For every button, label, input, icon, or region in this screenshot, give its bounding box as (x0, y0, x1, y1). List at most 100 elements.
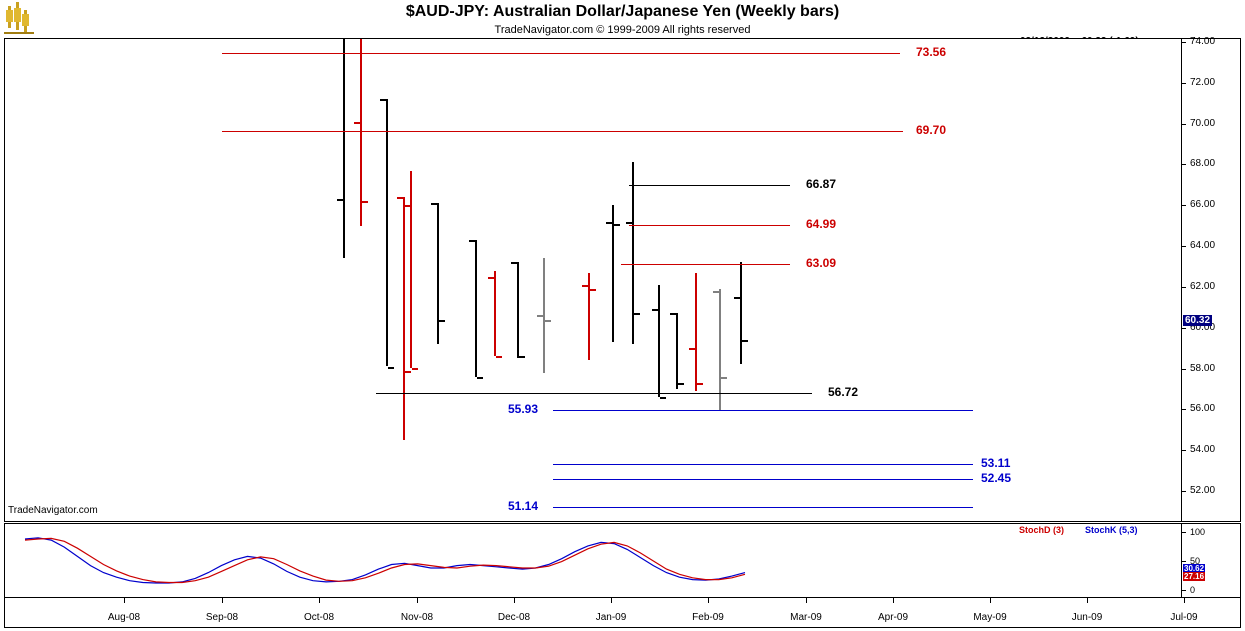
price-bar (652, 39, 666, 521)
bar-open-tick (734, 297, 740, 300)
price-level-label: 52.45 (981, 471, 1012, 485)
price-bar (713, 39, 727, 521)
x-axis-tick-label: Apr-09 (877, 612, 909, 623)
candlestick-logo-icon (4, 2, 34, 34)
y-axis-tick-mark (1182, 164, 1186, 166)
bar-open-tick (488, 276, 494, 279)
bar-close-tick (742, 339, 748, 342)
y-axis-tick-mark (1182, 368, 1186, 370)
x-axis-tick-mark (611, 598, 612, 603)
bar-range-wick (676, 313, 678, 389)
x-axis-tick-mark (990, 598, 991, 603)
bar-open-tick (469, 239, 475, 242)
price-bar (380, 39, 394, 521)
y-axis-tick-label: 54.00 (1190, 444, 1216, 456)
bar-close-tick (660, 397, 666, 400)
y-axis-tick-mark (1182, 409, 1186, 411)
x-axis-tick-mark (124, 598, 125, 603)
price-level-label: 53.11 (981, 456, 1011, 470)
x-axis-tick-label: Feb-09 (692, 612, 724, 623)
price-level-line (222, 53, 900, 54)
x-axis-tick-label: Oct-08 (303, 612, 335, 623)
y-axis-tick-mark (1182, 327, 1186, 329)
bar-close-tick (439, 319, 445, 322)
bar-open-tick (713, 290, 719, 293)
price-level-label: 63.09 (806, 256, 837, 270)
bar-open-tick (537, 315, 543, 318)
bar-close-tick (496, 356, 502, 359)
y-axis-tick-mark (1182, 246, 1186, 248)
indicator-series-line (24, 537, 746, 584)
x-axis-tick-mark (417, 598, 418, 603)
x-axis-tick-label: Mar-09 (790, 612, 822, 623)
x-axis-tick-mark (1087, 598, 1088, 603)
bar-open-tick (689, 348, 695, 351)
bar-range-wick (360, 39, 362, 226)
price-bar (511, 39, 525, 521)
price-bar (670, 39, 684, 521)
price-bar (354, 39, 368, 521)
price-bar (626, 39, 640, 521)
price-level-line (376, 393, 812, 394)
y-axis-tick-mark (1182, 205, 1186, 207)
bar-range-wick (437, 203, 439, 345)
y-axis-tick-label: 58.00 (1190, 362, 1216, 374)
bar-close-tick (721, 376, 727, 379)
bar-close-tick (362, 201, 368, 204)
indicator-value-tag-k: 30.62 (1183, 564, 1206, 573)
price-level-label: 73.56 (916, 45, 947, 59)
x-axis-tick-label: Aug-08 (107, 612, 141, 623)
x-axis-tick-label: May-09 (973, 612, 1007, 623)
bar-range-wick (475, 239, 477, 377)
y-axis-tick-label: 60.00 (1190, 321, 1216, 333)
bar-close-tick (405, 370, 411, 373)
x-axis-tick-mark (1184, 598, 1185, 603)
indicator-y-tick-mark (1182, 590, 1186, 591)
bar-open-tick (511, 262, 517, 265)
x-axis-tick-label: Sep-08 (205, 612, 239, 623)
y-axis-tick-label: 74.00 (1190, 36, 1216, 47)
bar-open-tick (337, 199, 343, 202)
bar-range-wick (403, 197, 405, 440)
price-bar (337, 39, 350, 521)
stochastic-lines (24, 537, 746, 584)
indicator-y-tick-mark (1182, 561, 1186, 562)
y-axis-tick-label: 56.00 (1190, 403, 1216, 415)
indicator-series-line (24, 537, 746, 584)
indicator-plot-area[interactable]: StochK (5,3) StochD (3) (5, 524, 1181, 597)
x-axis-tick-mark (708, 598, 709, 603)
price-level-label: 69.70 (916, 123, 947, 137)
bar-open-tick (354, 121, 360, 124)
price-level-label: 64.99 (806, 217, 837, 231)
bar-close-tick (634, 313, 640, 316)
price-level-label: 51.14 (508, 499, 539, 513)
y-axis-tick-label: 62.00 (1190, 280, 1216, 292)
price-bar (734, 39, 748, 521)
x-axis-tick-mark (806, 598, 807, 603)
price-bar (488, 39, 502, 521)
indicator-value-tag-d: 27.16 (1183, 572, 1206, 581)
indicator-pane-border (4, 523, 1241, 598)
price-pane-border (4, 38, 1241, 522)
x-axis-tick-label: Nov-08 (400, 612, 434, 623)
y-axis-tick-label: 64.00 (1190, 240, 1216, 252)
y-axis-tick-label: 70.00 (1190, 117, 1216, 129)
copyright-subtitle: TradeNavigator.com © 1999-2009 All right… (494, 24, 751, 36)
x-axis-tick-label: Jul-09 (1170, 612, 1198, 623)
bar-range-wick (740, 262, 742, 365)
price-plot-area[interactable]: 73.56 69.70 66.87 64.99 63.09 56.72 55.93 53.11… (5, 39, 1181, 521)
indicator-y-tick-label: 100 (1190, 527, 1206, 537)
bar-open-tick (404, 205, 410, 208)
price-bar (431, 39, 445, 521)
y-axis-tick-mark (1182, 82, 1186, 84)
bar-range-wick (588, 272, 590, 361)
price-level-label: 56.72 (828, 385, 859, 399)
price-level-line (553, 479, 973, 480)
bar-close-tick (697, 382, 703, 385)
price-bar (582, 39, 596, 521)
bar-range-wick (343, 39, 345, 259)
bar-close-tick (519, 356, 525, 359)
y-axis-tick-label: 52.00 (1190, 485, 1216, 496)
bar-range-wick (695, 272, 697, 391)
